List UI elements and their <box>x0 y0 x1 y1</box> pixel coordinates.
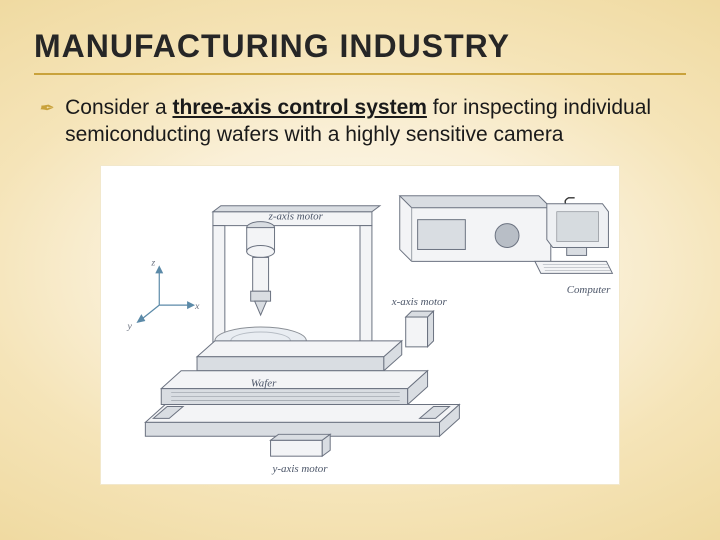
x-motor-icon: x-axis motor <box>391 296 448 347</box>
axis-z-label: z <box>150 257 155 268</box>
camera-icon <box>251 257 271 315</box>
bullet-icon: ✒ <box>38 99 53 117</box>
computer-label: Computer <box>567 284 611 296</box>
gantry-bridge <box>213 206 380 345</box>
controller-box <box>400 196 551 262</box>
base-rails <box>145 404 459 436</box>
figure-svg: z x y <box>101 166 619 484</box>
axis-x-label: x <box>194 301 200 312</box>
y-motor-icon: y-axis motor <box>271 434 331 475</box>
y-motor-label: y-axis motor <box>272 463 329 475</box>
mid-stage: Wafer <box>161 370 427 404</box>
figure: z x y <box>100 165 620 485</box>
wafer-label: Wafer <box>251 377 277 389</box>
top-stage <box>197 341 402 371</box>
bullet-emph: three-axis control system <box>172 96 426 119</box>
title-underline <box>34 73 686 75</box>
bullet-pre: Consider a <box>65 96 172 119</box>
axes-triad: z x y <box>126 257 200 332</box>
bullet-item: ✒ Consider a three-axis control system f… <box>34 95 686 149</box>
slide-title: MANUFACTURING INDUSTRY <box>34 28 686 71</box>
bullet-text: Consider a three-axis control system for… <box>65 95 678 149</box>
axis-y-label: y <box>126 321 132 332</box>
z-motor-label: z-axis motor <box>268 210 324 222</box>
slide: MANUFACTURING INDUSTRY ✒ Consider a thre… <box>0 0 720 540</box>
x-motor-label: x-axis motor <box>391 296 448 308</box>
